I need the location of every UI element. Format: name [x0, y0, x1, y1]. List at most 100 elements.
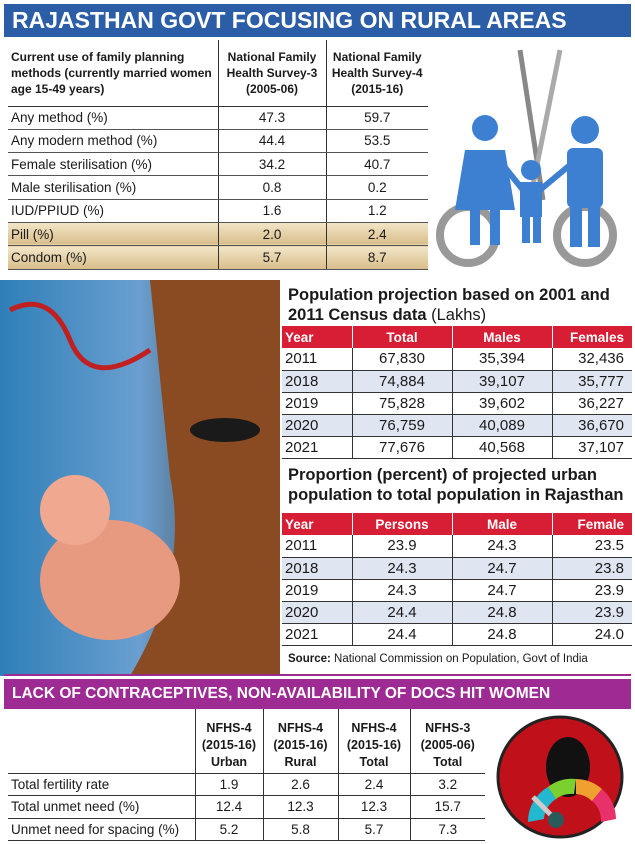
cell-value: 5.7 — [338, 818, 411, 841]
table-row: 2021 77,676 40,568 37,107 — [282, 436, 632, 460]
cell-value: 24.8 — [452, 623, 553, 647]
row-label: 2018 — [282, 557, 353, 580]
column-header: NFHS-4 (2015-16) Total — [338, 709, 411, 774]
column-header: Year — [282, 326, 353, 348]
column-header: NFHS-4 (2015-16) Urban — [195, 709, 264, 774]
cell-value: 5.8 — [263, 818, 339, 841]
fetus-gauge-illustration — [496, 715, 624, 839]
table-row: Any modern method (%) 44.4 53.5 — [8, 129, 428, 154]
row-label: Any method (%) — [8, 106, 219, 130]
table-row: 2019 75,828 39,602 36,227 — [282, 392, 632, 416]
cell-value: 24.4 — [352, 623, 453, 647]
cell-value: 34.2 — [218, 152, 327, 177]
table-row: 2020 24.4 24.8 23.9 — [282, 601, 632, 625]
row-label: Total unmet need (%) — [8, 795, 196, 819]
cell-value: 2.4 — [338, 773, 411, 796]
header-row: Current use of family planning methods (… — [8, 40, 428, 107]
cell-value: 12.3 — [263, 795, 339, 819]
cell-value: 75,828 — [352, 392, 453, 416]
row-label: Unmet need for spacing (%) — [8, 818, 196, 841]
cell-value: 12.3 — [338, 795, 411, 819]
cell-value: 74,884 — [352, 370, 453, 393]
table-row: Total unmet need (%) 12.4 12.3 12.3 15.7 — [8, 795, 485, 819]
column-header: Males — [452, 326, 553, 348]
table-row: Male sterilisation (%) 0.8 0.2 — [8, 175, 428, 200]
cell-value: 24.3 — [352, 579, 453, 603]
cell-value: 36,227 — [552, 392, 632, 416]
row-label: Male sterilisation (%) — [8, 175, 219, 200]
cell-value: 23.5 — [552, 535, 632, 558]
cell-value: 12.4 — [195, 795, 264, 819]
cell-value: 5.2 — [195, 818, 264, 841]
family-planning-table: Current use of family planning methods (… — [8, 40, 428, 270]
cell-value: 37,107 — [552, 436, 632, 460]
cell-value: 44.4 — [218, 129, 327, 154]
cell-value: 77,676 — [352, 436, 453, 460]
cell-value: 15.7 — [410, 795, 485, 819]
cell-value: 35,394 — [452, 348, 553, 371]
cell-value: 24.3 — [452, 535, 553, 558]
cell-value: 24.8 — [452, 601, 553, 625]
cell-value: 1.6 — [218, 199, 327, 223]
cell-value: 24.0 — [552, 623, 632, 647]
fertility-table: NFHS-4 (2015-16) Urban NFHS-4 (2015-16) R… — [8, 709, 485, 841]
cell-value: 32,436 — [552, 348, 632, 371]
source-note: Source: National Commission on Populatio… — [288, 653, 588, 665]
table-row: 2018 24.3 24.7 23.8 — [282, 557, 632, 580]
table-row: 2011 67,830 35,394 32,436 — [282, 348, 632, 371]
column-header: Persons — [352, 513, 453, 535]
headline-bar: RAJASTHAN GOVT FOCUSING ON RURAL AREAS — [4, 4, 631, 37]
cell-value: 23.8 — [552, 557, 632, 580]
header-row: NFHS-4 (2015-16) Urban NFHS-4 (2015-16) R… — [8, 709, 485, 774]
table-row: 2019 24.3 24.7 23.9 — [282, 579, 632, 603]
population-title: Population projection based on 2001 and … — [288, 285, 633, 325]
cell-value: 2.4 — [326, 222, 428, 247]
row-label: 2021 — [282, 436, 353, 460]
cell-value: 2.6 — [263, 773, 339, 796]
row-label: Pill (%) — [8, 222, 219, 247]
cell-value: 76,759 — [352, 414, 453, 438]
row-label: 2020 — [282, 414, 353, 438]
family-scissors-illustration — [430, 40, 632, 276]
column-header: NFHS-3 (2005-06) Total — [410, 709, 485, 774]
headline: RAJASTHAN GOVT FOCUSING ON RURAL AREAS — [12, 7, 567, 33]
cell-value: 39,602 — [452, 392, 553, 416]
row-label: 2019 — [282, 392, 353, 416]
cell-value: 53.5 — [326, 129, 428, 154]
cell-value: 24.7 — [452, 557, 553, 580]
fetus-face-illustration — [0, 280, 280, 676]
column-header: Current use of family planning methods (… — [8, 40, 219, 107]
cell-value: 40,089 — [452, 414, 553, 438]
row-label: 2018 — [282, 370, 353, 393]
column-header: Females — [552, 326, 632, 348]
cell-value: 23.9 — [552, 579, 632, 603]
cell-value: 24.4 — [352, 601, 453, 625]
cell-value: 24.3 — [352, 557, 453, 580]
row-label: 2011 — [282, 535, 353, 558]
cell-value: 0.8 — [218, 175, 327, 200]
table-row: Any method (%) 47.3 59.7 — [8, 106, 428, 130]
column-header — [8, 709, 196, 774]
population-unit: (Lakhs) — [431, 306, 487, 324]
row-label: Female sterilisation (%) — [8, 152, 219, 177]
cell-value: 8.7 — [326, 245, 428, 270]
cell-value: 36,670 — [552, 414, 632, 438]
cell-value: 0.2 — [326, 175, 428, 200]
column-header: National Family Health Survey-4 (2015-16… — [326, 40, 428, 107]
table-row: 2021 24.4 24.8 24.0 — [282, 623, 632, 647]
row-label: Total fertility rate — [8, 773, 196, 796]
cell-value: 7.3 — [410, 818, 485, 841]
cell-value: 23.9 — [352, 535, 453, 558]
row-label: Any modern method (%) — [8, 129, 219, 154]
table-row: Unmet need for spacing (%) 5.2 5.8 5.7 7.3 — [8, 818, 485, 841]
column-header: National Family Health Survey-3 (2005-06… — [218, 40, 327, 107]
row-label: Condom (%) — [8, 245, 219, 270]
cell-value: 5.7 — [218, 245, 327, 270]
cell-value: 47.3 — [218, 106, 327, 130]
column-header: Total — [352, 326, 453, 348]
table-row: Female sterilisation (%) 34.2 40.7 — [8, 152, 428, 177]
header-row: Year Persons Male Female — [282, 513, 632, 535]
cell-value: 24.7 — [452, 579, 553, 603]
source-label: Source: — [288, 653, 331, 665]
header-row: Year Total Males Females — [282, 326, 632, 348]
